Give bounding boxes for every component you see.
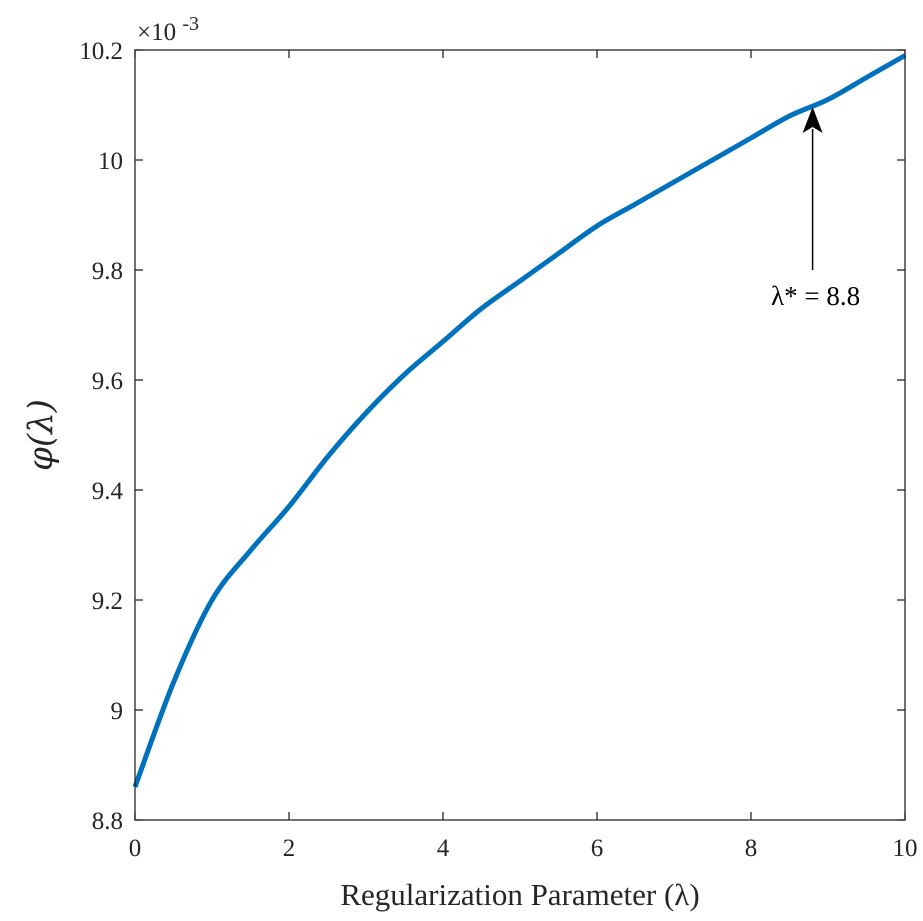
plot-area-background [135, 50, 905, 820]
y-tick-label: 9.4 [92, 478, 124, 505]
annotation-layer: λ* = 8.8 [771, 107, 860, 311]
ticks-layer: 0 2 4 6 8 10 8.8 9 9.2 9.4 9.6 9.8 10 10.2 [79, 38, 917, 862]
curve-layer [132, 53, 907, 788]
x-tick-label: 10 [893, 835, 918, 862]
y-exponent-base: ×10 [137, 19, 176, 46]
x-tick-label: 0 [129, 835, 142, 862]
x-axis-label: Regularization Parameter (λ) [340, 877, 699, 912]
annotation-label: λ* = 8.8 [771, 281, 860, 311]
y-exponent-label: ×10 -3 [137, 13, 199, 46]
y-tick-label: 9.2 [92, 588, 123, 615]
y-tick-label: 9.8 [92, 258, 123, 285]
x-tick-label: 8 [745, 835, 758, 862]
x-tick-label: 4 [437, 835, 450, 862]
y-tick-label: 9.6 [92, 368, 123, 395]
plot-frame [134, 49, 906, 821]
y-exponent-power: -3 [182, 13, 199, 35]
y-axis-label: φ(λ) [21, 399, 61, 471]
series-line-0 [132, 53, 907, 788]
y-tick-label: 8.8 [92, 808, 123, 835]
axes-layer [134, 49, 906, 821]
x-tick-label: 6 [591, 835, 604, 862]
y-tick-label: 10.2 [79, 38, 123, 65]
y-tick-label: 10 [98, 148, 123, 175]
annotation-arrow-head [802, 107, 823, 133]
y-tick-label: 9 [111, 698, 124, 725]
x-tick-label: 2 [283, 835, 296, 862]
